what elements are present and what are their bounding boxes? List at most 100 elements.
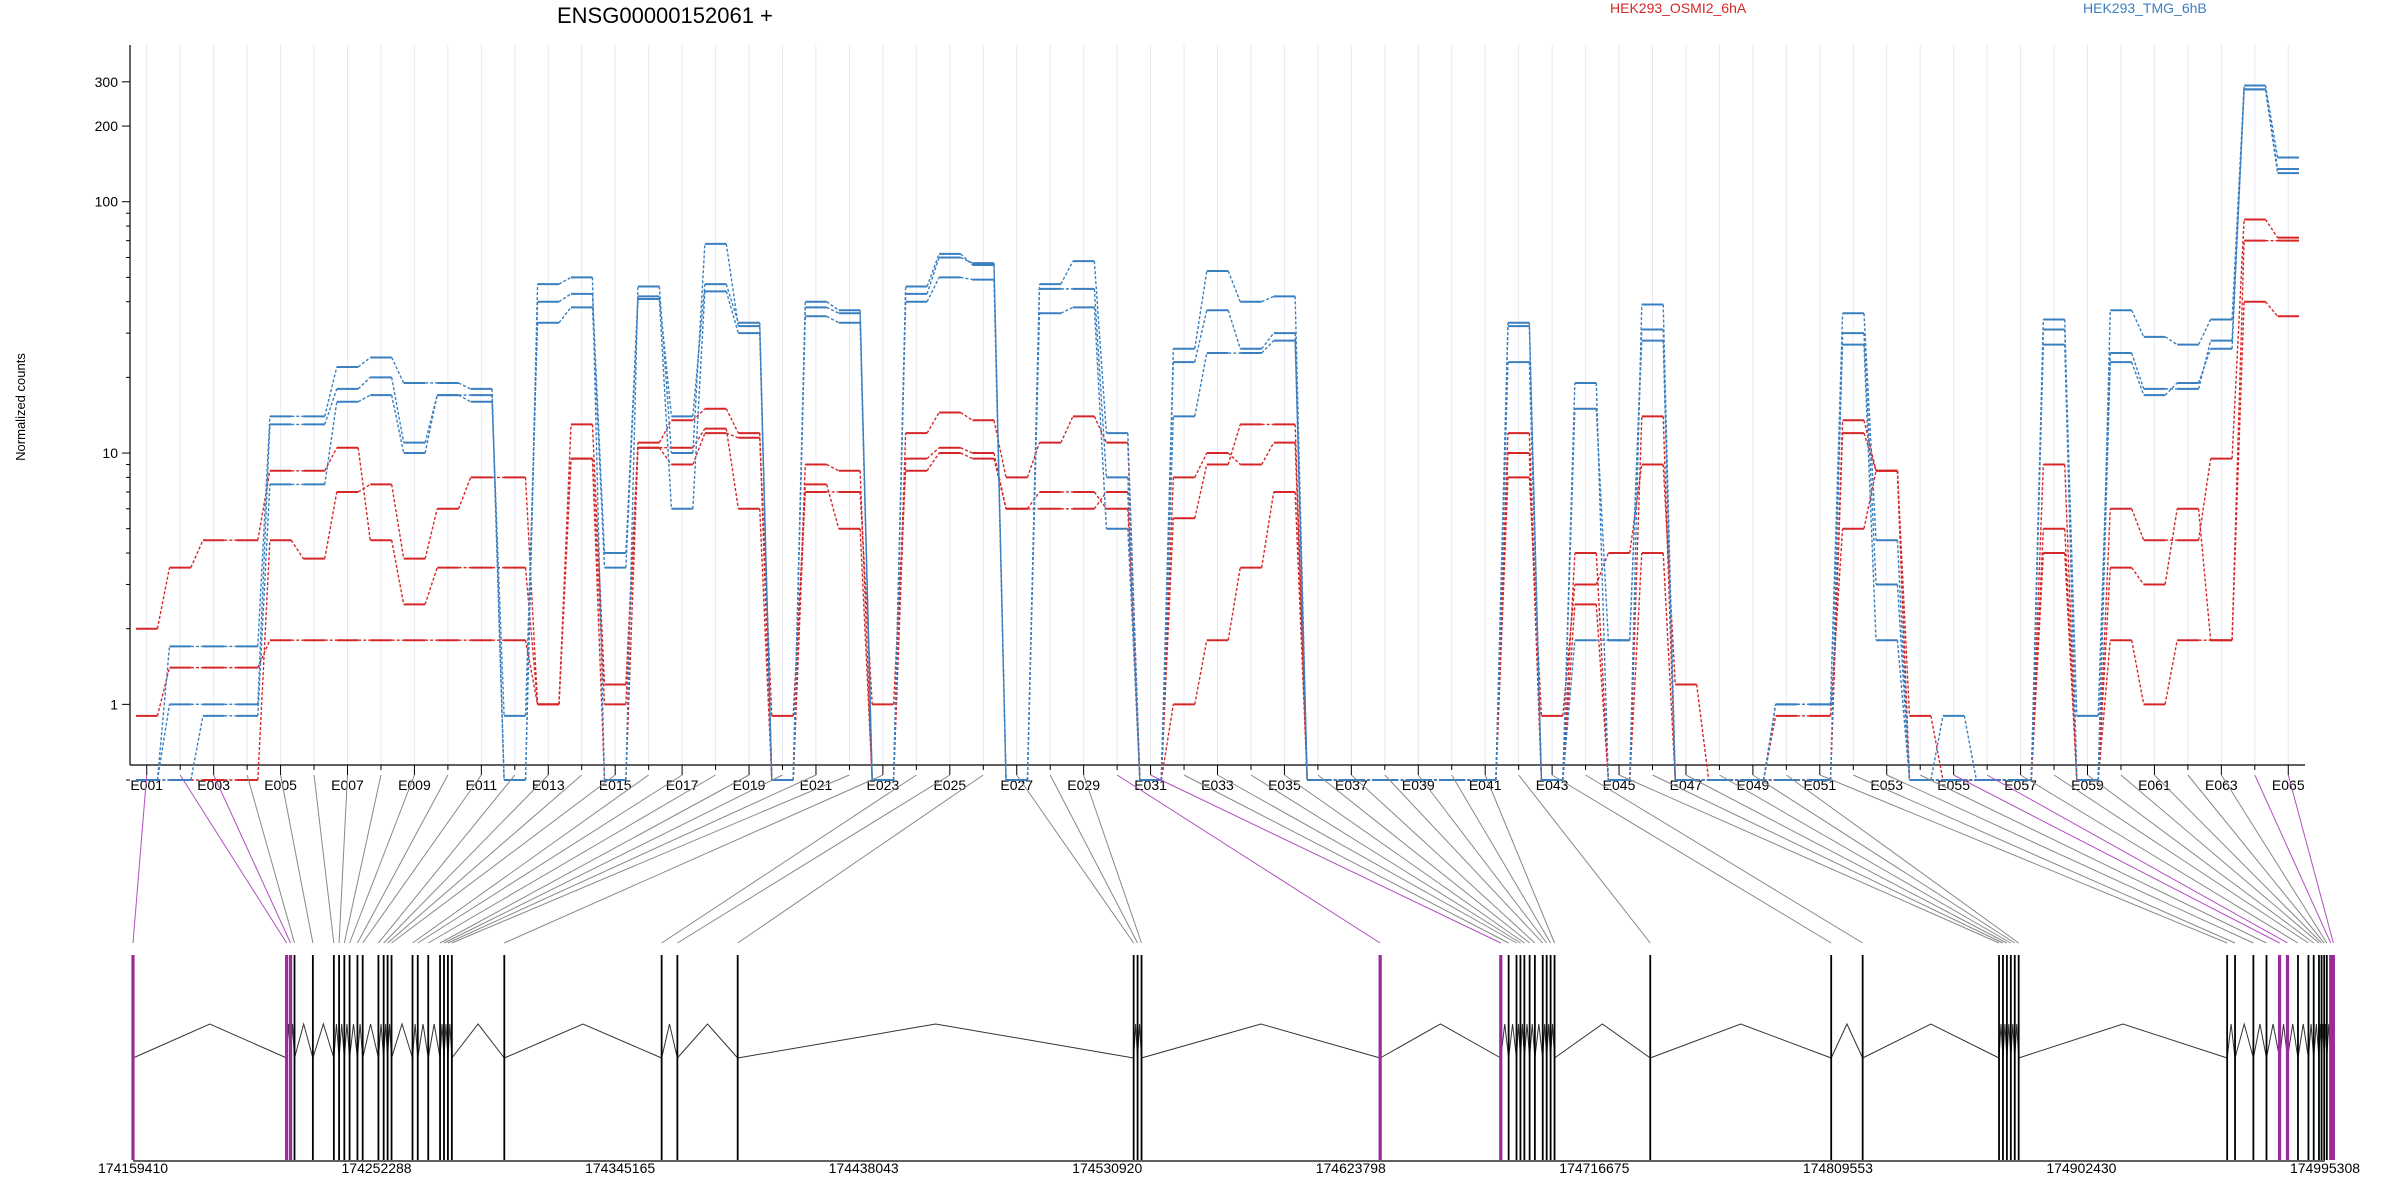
series-connector (1261, 340, 1275, 354)
series-connector (658, 299, 673, 509)
series-connector (725, 283, 739, 323)
exon-bar (377, 955, 380, 1160)
series-connector (1294, 340, 1308, 781)
genomic-tick-label: 174345165 (585, 1160, 655, 1176)
genomic-tick-label: 174809553 (1803, 1160, 1873, 1176)
series-connector (257, 540, 271, 781)
intron-chevron (2018, 1023, 2228, 1059)
series-connector (324, 366, 338, 417)
exon-connector (2020, 774, 2299, 944)
y-tick-label: 300 (95, 74, 119, 90)
series-connector (156, 667, 171, 717)
series-connector (759, 433, 773, 781)
exon-bar-highlighted (2285, 955, 2290, 1160)
intron-chevron (1862, 1023, 2000, 1059)
chart-title: ENSG00000152061 + (557, 3, 773, 28)
exon-bar (2005, 955, 2008, 1160)
exon-connector (2220, 774, 2328, 944)
exon-bar (411, 955, 414, 1160)
exon-connector (2120, 774, 2320, 944)
series-connector (2264, 219, 2279, 238)
exon-connector (1953, 774, 2280, 944)
series-connector (324, 388, 338, 425)
exon-bar (2009, 955, 2012, 1160)
series-connector (2131, 361, 2145, 396)
exon-connector (1551, 774, 1832, 944)
series-connector (1695, 684, 1710, 781)
exon-connector (1652, 774, 2004, 944)
exon-bar (1515, 955, 1518, 1160)
exon-bar (386, 955, 389, 1160)
series-connector (926, 412, 940, 434)
series-connector (1194, 464, 1208, 519)
series-connector (2131, 352, 2145, 390)
series-connector (1662, 553, 1676, 781)
series-connector (1930, 715, 1944, 781)
exon-connector (362, 774, 482, 944)
genomic-tick-label: 174902430 (2046, 1160, 2116, 1176)
exon-bar (2017, 955, 2020, 1160)
series-connector (558, 458, 572, 705)
genomic-tick-label: 174995308 (2290, 1160, 2360, 1176)
series-connector (1127, 433, 1141, 781)
series-connector (2231, 240, 2245, 641)
exon-connector (1049, 774, 1139, 944)
series-connector (390, 377, 405, 443)
series-connector (156, 646, 171, 781)
intron-chevron (1830, 1022, 1864, 1059)
series-connector (1562, 382, 1576, 781)
exon-bar (1140, 955, 1143, 1160)
series-connector (1662, 340, 1676, 781)
exon-connector (427, 774, 716, 944)
exon-connector (661, 774, 917, 944)
series-connector (458, 382, 471, 390)
intron-chevron (2234, 1022, 2254, 1059)
series-connector (1194, 352, 1208, 417)
series-connector (2164, 508, 2178, 585)
exon-bar (2002, 955, 2004, 1160)
series-connector (1829, 344, 1844, 705)
exon-connector (412, 774, 649, 944)
exon-bar-highlighted (2329, 955, 2333, 1160)
exon-connector (246, 774, 295, 944)
exon-bar-highlighted (2331, 955, 2335, 1160)
series-connector (2197, 458, 2212, 541)
intron-chevron (504, 1023, 662, 1059)
series-connector (357, 356, 371, 368)
series-connector (725, 408, 739, 434)
exon-bar (427, 955, 430, 1160)
exon-bar (332, 955, 335, 1160)
series-connector (725, 428, 740, 509)
intron-chevron (417, 1023, 429, 1059)
intron-chevron (132, 1023, 287, 1059)
series-connector (491, 395, 505, 781)
series-connector (391, 357, 405, 384)
intron-chevron (2297, 1023, 2309, 1059)
series-connector (926, 277, 940, 303)
intron-chevron (451, 1023, 505, 1059)
exon-connector (1183, 774, 1509, 944)
series-connector (1227, 567, 1241, 641)
series-connector (859, 310, 873, 781)
series-connector (1261, 332, 1275, 350)
series-connector (960, 447, 973, 454)
exon-connector (213, 774, 292, 944)
exon-connector (387, 774, 583, 944)
exon-bar (450, 955, 453, 1160)
intron-chevron (2252, 1023, 2267, 1059)
exon-bar (343, 955, 346, 1160)
exon-connector (179, 774, 288, 944)
exon-bar (1553, 955, 1556, 1160)
series-connector (1495, 326, 1509, 781)
series-connector (692, 284, 706, 417)
series-connector (491, 401, 505, 716)
series-connector (2064, 553, 2078, 781)
series-connector (458, 394, 471, 403)
series-connector (759, 333, 773, 781)
series-connector (826, 463, 840, 472)
exon-connector (1919, 774, 2267, 944)
exon-bar (2325, 955, 2328, 1160)
series-connector (960, 411, 973, 421)
series-connector (290, 539, 304, 560)
series-connector (1093, 288, 1108, 478)
